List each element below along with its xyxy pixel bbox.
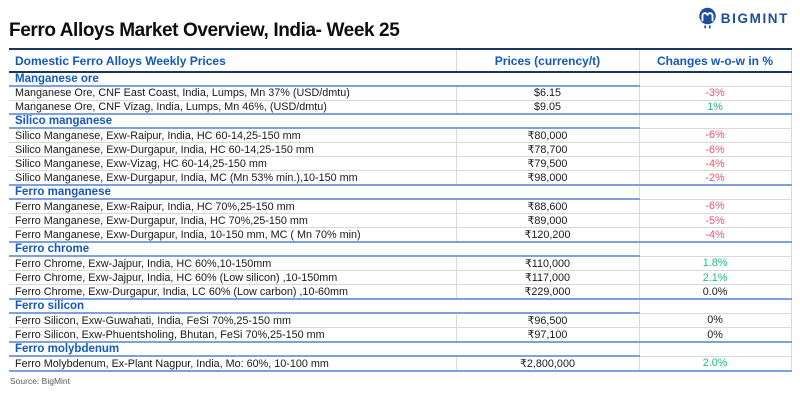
product-cell: Ferro Manganese, Exw-Durgapur, India, 10…	[9, 227, 456, 243]
column-header-change: Changes w-o-w in %	[638, 48, 792, 73]
change-cell: -6%	[639, 142, 792, 157]
bigmint-wordmark: BIGMINT	[720, 10, 789, 26]
price-cell: $6.15	[455, 86, 640, 101]
price-cell: ₹110,000	[455, 256, 640, 271]
bigmint-logo: BIGMINT	[698, 7, 789, 29]
ferro-alloys-price-table: Domestic Ferro Alloys Weekly Prices Pric…	[9, 48, 792, 372]
change-cell: -4%	[639, 227, 792, 243]
product-cell: Ferro Chrome, Exw-Jajpur, India, HC 60%,…	[9, 256, 456, 271]
change-cell: -3%	[639, 86, 792, 101]
change-cell: 0%	[639, 327, 792, 343]
change-cell: 0%	[639, 313, 792, 328]
product-cell: Manganese Ore, CNF Vizag, India, Lumps, …	[9, 100, 456, 115]
table-row: Ferro Manganese, Exw-Durgapur, India, HC…	[9, 213, 792, 228]
section-header-row: Ferro chrome	[9, 241, 792, 257]
column-header-product: Domestic Ferro Alloys Weekly Prices	[9, 48, 456, 73]
section-title-spacer	[638, 298, 792, 314]
product-cell: Silico Manganese, Exw-Vizag, HC 60-14,25…	[9, 156, 456, 171]
change-cell: -4%	[639, 156, 792, 171]
price-cell: ₹97,100	[455, 327, 640, 343]
price-cell: ₹80,000	[455, 128, 640, 143]
table-row: Silico Manganese, Exw-Raipur, India, HC …	[9, 128, 792, 143]
product-cell: Manganese Ore, CNF East Coast, India, Lu…	[9, 86, 456, 101]
section-title-spacer	[638, 241, 792, 257]
section-header-row: Ferro molybdenum	[9, 341, 792, 357]
change-cell: 0.0%	[639, 284, 792, 300]
section-title-spacer	[638, 113, 792, 129]
product-cell: Ferro Molybdenum, Ex-Plant Nagpur, India…	[9, 356, 456, 372]
table-row: Ferro Manganese, Exw-Durgapur, India, 10…	[9, 227, 792, 243]
table-row: Manganese Ore, CNF East Coast, India, Lu…	[9, 86, 792, 101]
price-cell: ₹2,800,000	[455, 356, 640, 372]
change-cell: -5%	[639, 213, 792, 228]
price-cell: ₹120,200	[455, 227, 640, 243]
price-cell: ₹79,500	[455, 156, 640, 171]
table-row: Silico Manganese, Exw-Vizag, HC 60-14,25…	[9, 156, 792, 171]
product-cell: Ferro Chrome, Exw-Durgapur, India, LC 60…	[9, 284, 456, 300]
table-row: Manganese Ore, CNF Vizag, India, Lumps, …	[9, 100, 792, 115]
product-cell: Silico Manganese, Exw-Durgapur, India, M…	[9, 170, 456, 186]
section-title: Manganese ore	[9, 72, 639, 87]
table-row: Silico Manganese, Exw-Durgapur, India, H…	[9, 142, 792, 157]
section-header-row: Manganese ore	[9, 72, 792, 87]
table-row: Ferro Chrome, Exw-Durgapur, India, LC 60…	[9, 284, 792, 300]
change-cell: 2.1%	[639, 270, 792, 285]
product-cell: Ferro Silicon, Exw-Phuentsholing, Bhutan…	[9, 327, 456, 343]
section-title: Ferro chrome	[9, 241, 639, 257]
price-cell: ₹98,000	[455, 170, 640, 186]
product-cell: Silico Manganese, Exw-Durgapur, India, H…	[9, 142, 456, 157]
section-title-spacer	[638, 341, 792, 357]
table-row: Ferro Silicon, Exw-Guwahati, India, FeSi…	[9, 313, 792, 328]
change-cell: 1%	[639, 100, 792, 115]
section-title-spacer	[638, 184, 792, 200]
product-cell: Ferro Silicon, Exw-Guwahati, India, FeSi…	[9, 313, 456, 328]
price-cell: $9.05	[455, 100, 640, 115]
page-title: Ferro Alloys Market Overview, India- Wee…	[9, 20, 400, 41]
product-cell: Silico Manganese, Exw-Raipur, India, HC …	[9, 128, 456, 143]
product-cell: Ferro Manganese, Exw-Durgapur, India, HC…	[9, 213, 456, 228]
table-row: Ferro Silicon, Exw-Phuentsholing, Bhutan…	[9, 327, 792, 343]
price-cell: ₹96,500	[455, 313, 640, 328]
table-row: Silico Manganese, Exw-Durgapur, India, M…	[9, 170, 792, 186]
product-cell: Ferro Chrome, Exw-Jajpur, India, HC 60% …	[9, 270, 456, 285]
price-cell: ₹78,700	[455, 142, 640, 157]
price-cell: ₹89,000	[455, 213, 640, 228]
table-row: Ferro Manganese, Exw-Raipur, India, HC 7…	[9, 199, 792, 214]
price-cell: ₹229,000	[455, 284, 640, 300]
section-header-row: Ferro manganese	[9, 184, 792, 200]
change-cell: -6%	[639, 199, 792, 214]
section-title: Ferro silicon	[9, 298, 639, 314]
section-title: Ferro manganese	[9, 184, 639, 200]
change-cell: 1.8%	[639, 256, 792, 271]
section-header-row: Ferro silicon	[9, 298, 792, 314]
source-note: Source: BigMint	[10, 376, 70, 386]
price-cell: ₹88,600	[455, 199, 640, 214]
table-row: Ferro Molybdenum, Ex-Plant Nagpur, India…	[9, 356, 792, 372]
table-header-row: Domestic Ferro Alloys Weekly Prices Pric…	[9, 48, 792, 73]
table-row: Ferro Chrome, Exw-Jajpur, India, HC 60% …	[9, 270, 792, 285]
product-cell: Ferro Manganese, Exw-Raipur, India, HC 7…	[9, 199, 456, 214]
section-title: Silico manganese	[9, 113, 639, 129]
change-cell: -6%	[639, 128, 792, 143]
section-title: Ferro molybdenum	[9, 341, 639, 357]
change-cell: -2%	[639, 170, 792, 186]
bigmint-m-badge-icon	[698, 7, 717, 29]
price-cell: ₹117,000	[455, 270, 640, 285]
column-header-price: Prices (currency/t)	[455, 48, 639, 73]
section-header-row: Silico manganese	[9, 113, 792, 129]
change-cell: 2.0%	[639, 356, 792, 372]
table-row: Ferro Chrome, Exw-Jajpur, India, HC 60%,…	[9, 256, 792, 271]
section-title-spacer	[638, 72, 792, 87]
